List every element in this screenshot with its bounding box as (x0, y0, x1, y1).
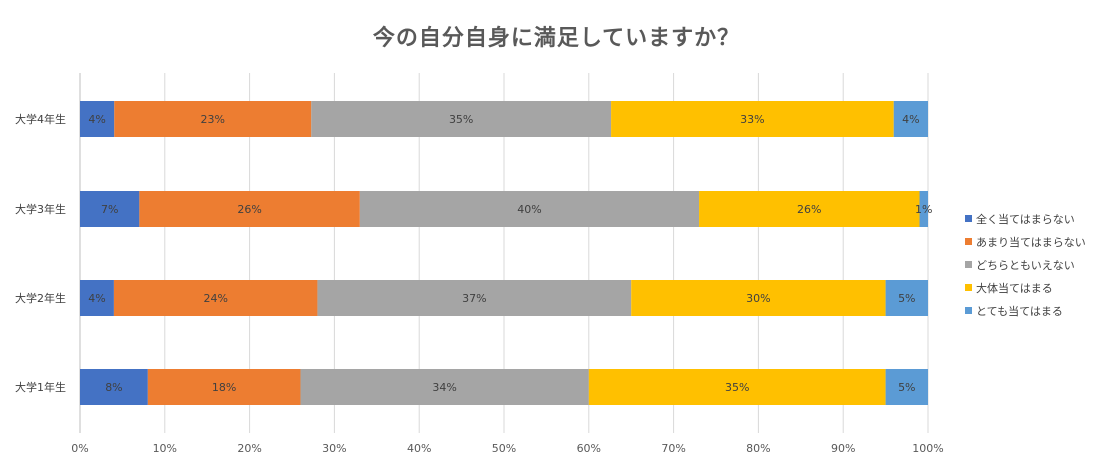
data-label: 30% (746, 292, 770, 305)
data-label: 40% (517, 203, 541, 216)
legend-label: 大体当てはまる (976, 281, 1053, 295)
bar-segment (311, 101, 612, 137)
data-label: 1% (915, 203, 932, 216)
x-tick-label: 60% (577, 442, 601, 455)
x-tick-label: 10% (153, 442, 177, 455)
data-label: 5% (898, 292, 915, 305)
data-label: 8% (105, 381, 122, 394)
data-label: 4% (88, 113, 105, 126)
data-label: 26% (237, 203, 261, 216)
bar-segment (114, 101, 312, 137)
bar-segment (80, 280, 114, 316)
x-tick-label: 40% (407, 442, 431, 455)
data-label: 35% (449, 113, 473, 126)
x-tick-label: 90% (831, 442, 855, 455)
data-label: 7% (101, 203, 118, 216)
legend-swatch (965, 238, 972, 245)
legend-item: とても当てはまる (965, 299, 1086, 322)
data-label: 18% (212, 381, 236, 394)
bar-segment (919, 191, 928, 227)
bar-segment (631, 280, 886, 316)
bar-segment (699, 191, 920, 227)
bar-segment (139, 191, 360, 227)
data-label: 26% (797, 203, 821, 216)
legend-label: とても当てはまる (976, 304, 1063, 318)
bar-segment (80, 369, 148, 405)
legend-item: 全く当てはまらない (965, 207, 1086, 230)
bar-segment (893, 101, 928, 137)
x-tick-label: 50% (492, 442, 516, 455)
x-tick-label: 100% (912, 442, 943, 455)
bar-segment (611, 101, 894, 137)
legend: 全く当てはまらない あまり当てはまらない どちらともいえない 大体当てはまる とても当て… (965, 207, 1086, 322)
bar-segment (588, 369, 886, 405)
bar-segment (80, 191, 140, 227)
legend-swatch (965, 215, 972, 222)
x-tick-label: 30% (322, 442, 346, 455)
legend-item: 大体当てはまる (965, 276, 1086, 299)
legend-swatch (965, 261, 972, 268)
chart-title: 今の自分自身に満足していますか？ (372, 26, 741, 51)
bar-segment (300, 369, 589, 405)
category-label: 大学4年生 (15, 112, 66, 126)
bar-segment (147, 369, 301, 405)
data-label: 23% (201, 113, 225, 126)
legend-label: あまり当てはまらない (976, 235, 1086, 249)
data-label: 24% (203, 292, 227, 305)
data-label: 4% (902, 113, 919, 126)
x-tick-label: 20% (237, 442, 261, 455)
bar-segment (885, 369, 928, 405)
x-tick-label: 70% (661, 442, 685, 455)
category-label: 大学1年生 (15, 380, 66, 394)
legend-label: 全く当てはまらない (976, 212, 1075, 226)
bar-segment (317, 280, 632, 316)
bar-segment (885, 280, 928, 316)
legend-swatch (965, 284, 972, 291)
category-label: 大学3年生 (15, 202, 66, 216)
x-tick-label: 80% (746, 442, 770, 455)
data-label: 33% (740, 113, 764, 126)
bar-segment (80, 101, 115, 137)
data-label: 5% (898, 381, 915, 394)
data-label: 4% (88, 292, 105, 305)
bar-segment (113, 280, 318, 316)
data-label: 34% (432, 381, 456, 394)
category-label: 大学2年生 (15, 291, 66, 305)
legend-swatch (965, 307, 972, 314)
legend-item: どちらともいえない (965, 253, 1086, 276)
bar-segment (359, 191, 700, 227)
legend-item: あまり当てはまらない (965, 230, 1086, 253)
legend-label: どちらともいえない (976, 258, 1075, 272)
data-label: 37% (462, 292, 486, 305)
data-label: 35% (725, 381, 749, 394)
x-tick-label: 0% (71, 442, 88, 455)
